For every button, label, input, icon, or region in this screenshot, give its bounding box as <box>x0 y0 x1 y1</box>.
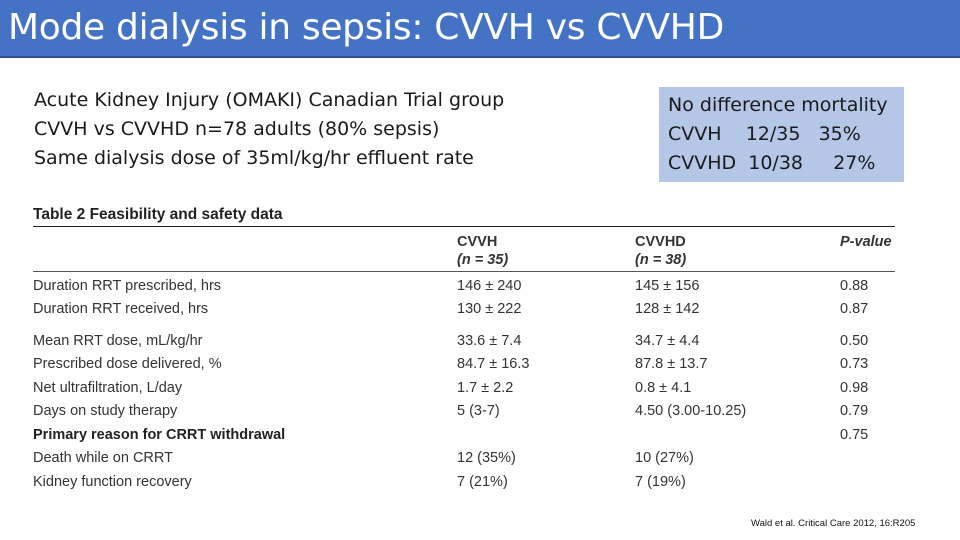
cell-cvvhd: 4.50 (3.00-10.25) <box>635 403 747 420</box>
table-row: Primary reason for CRRT withdrawal 0.75 <box>33 423 895 447</box>
row-label: Prescribed dose delivered, % <box>33 356 222 373</box>
table-row: Mean RRT dose, mL/kg/hr 33.6 ± 7.4 34.7 … <box>33 329 895 353</box>
cell-cvvhd: 7 (19%) <box>635 473 686 490</box>
cell-p-value: 0.75 <box>840 426 869 443</box>
cell-cvvhd: 128 ± 142 <box>635 301 700 318</box>
cell-cvvh: 146 ± 240 <box>457 277 522 294</box>
table-row: Prescribed dose delivered, % 84.7 ± 16.3… <box>33 353 895 377</box>
cell-cvvh: 7 (21%) <box>457 473 508 490</box>
table-row: Death while on CRRT 12 (35%) 10 (27%) <box>33 447 895 471</box>
cell-p-value: 0.50 <box>840 332 869 349</box>
mortality-callout-box: No difference mortality CVVH 12/35 35% C… <box>659 87 904 182</box>
row-label: Days on study therapy <box>33 403 178 420</box>
table-row: Kidney function recovery 7 (21%) 7 (19%) <box>33 470 895 494</box>
header-cvvh-n: (n = 35) <box>457 252 509 268</box>
cell-cvvh: 5 (3-7) <box>457 403 500 420</box>
callout-line: No difference mortality <box>668 94 888 116</box>
cell-cvvh: 130 ± 222 <box>457 301 522 318</box>
cell-p-value: 0.88 <box>840 277 869 294</box>
table-header-row: CVVH (n = 35) CVVHD (n = 38) P-value <box>33 227 895 271</box>
title-bar: Mode dialysis in sepsis: CVVH vs CVVHD <box>0 0 960 58</box>
intro-line: Acute Kidney Injury (OMAKI) Canadian Tri… <box>34 89 505 111</box>
header-p-value-label: P-value <box>840 234 892 250</box>
row-label: Duration RRT received, hrs <box>33 301 209 318</box>
callout-line: CVVH 12/35 35% <box>668 123 861 145</box>
header-empty <box>33 227 457 271</box>
row-label: Net ultrafiltration, L/day <box>33 379 183 396</box>
table-top-rule <box>33 226 895 227</box>
cell-cvvhd: 10 (27%) <box>635 450 694 467</box>
table-row: Days on study therapy 5 (3-7) 4.50 (3.00… <box>33 400 895 424</box>
cell-cvvh: 33.6 ± 7.4 <box>457 332 522 349</box>
row-label: Kidney function recovery <box>33 473 192 490</box>
cell-cvvhd: 0.8 ± 4.1 <box>635 379 692 396</box>
header-cvvh-name: CVVH <box>457 234 498 250</box>
header-cvvhd-name: CVVHD <box>635 234 686 250</box>
intro-line: CVVH vs CVVHD n=78 adults (80% sepsis) <box>34 118 440 140</box>
callout-line: CVVHD 10/38 27% <box>668 152 876 174</box>
table-row: Duration RRT prescribed, hrs 146 ± 240 1… <box>33 274 895 298</box>
cell-cvvh: 12 (35%) <box>457 450 516 467</box>
citation: Wald et al. Critical Care 2012, 16:R205 <box>751 518 916 529</box>
data-table-body: Duration RRT prescribed, hrs 146 ± 240 1… <box>33 274 895 494</box>
header-cvvh: CVVH (n = 35) <box>457 227 635 271</box>
intro-line: Same dialysis dose of 35ml/kg/hr effluen… <box>34 147 474 169</box>
cell-cvvhd: 34.7 ± 4.4 <box>635 332 700 349</box>
cell-p-value <box>840 470 895 494</box>
cell-cvvh: 84.7 ± 16.3 <box>457 356 530 373</box>
row-label-section: Primary reason for CRRT withdrawal <box>33 426 286 443</box>
table-header-rule <box>33 271 895 272</box>
table-row <box>33 321 895 329</box>
row-label: Death while on CRRT <box>33 450 173 467</box>
intro-text-block: Acute Kidney Injury (OMAKI) Canadian Tri… <box>34 86 504 173</box>
data-table: CVVH (n = 35) CVVHD (n = 38) P-value <box>33 227 895 271</box>
cell-cvvhd: 145 ± 156 <box>635 277 700 294</box>
cell-cvvh <box>457 423 635 447</box>
cell-p-value: 0.79 <box>840 403 869 420</box>
table-row: Net ultrafiltration, L/day 1.7 ± 2.2 0.8… <box>33 376 895 400</box>
table-title: Table 2 Feasibility and safety data <box>33 206 283 223</box>
header-p-value: P-value <box>840 227 895 271</box>
cell-p-value <box>840 447 895 471</box>
row-label: Mean RRT dose, mL/kg/hr <box>33 332 203 349</box>
slide-title: Mode dialysis in sepsis: CVVH vs CVVHD <box>8 7 725 48</box>
header-cvvhd-n: (n = 38) <box>635 252 687 268</box>
cell-cvvhd: 87.8 ± 13.7 <box>635 356 708 373</box>
cell-p-value: 0.87 <box>840 301 869 318</box>
cell-p-value: 0.73 <box>840 356 869 373</box>
cell-cvvhd <box>635 423 840 447</box>
feasibility-table: Table 2 Feasibility and safety data CVVH… <box>33 204 895 494</box>
table-row: Duration RRT received, hrs 130 ± 222 128… <box>33 298 895 322</box>
row-label: Duration RRT prescribed, hrs <box>33 277 222 294</box>
cell-cvvh: 1.7 ± 2.2 <box>457 379 514 396</box>
cell-p-value: 0.98 <box>840 379 869 396</box>
header-cvvhd: CVVHD (n = 38) <box>635 227 840 271</box>
